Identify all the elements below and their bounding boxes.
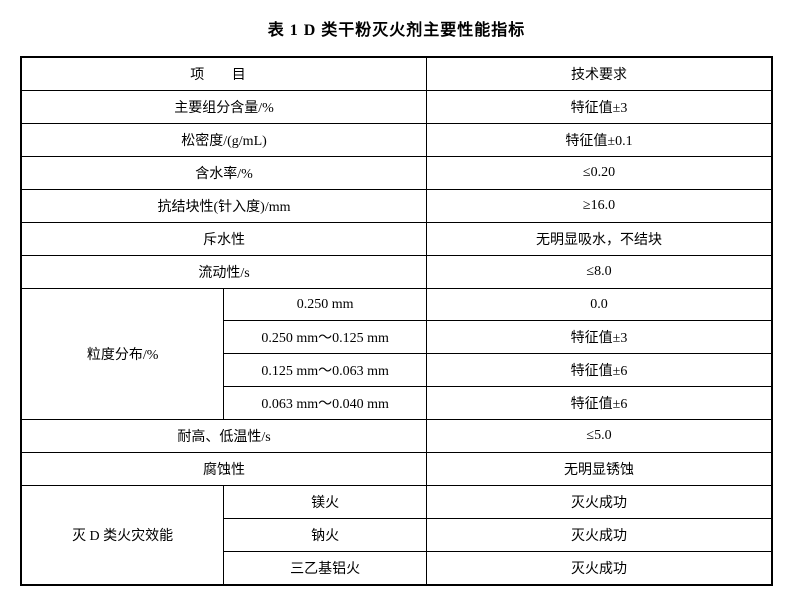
header-project: 项 目 [21,57,427,91]
row-label: 抗结块性(针入度)/mm [21,190,427,223]
table-row: 流动性/s ≤8.0 [21,256,772,289]
table-row: 灭 D 类火灾效能 镁火 灭火成功 [21,486,772,519]
fire-type: 钠火 [224,519,427,552]
table-row: 松密度/(g/mL) 特征值±0.1 [21,124,772,157]
table-row: 粒度分布/% 0.250 mm 0.0 [21,289,772,321]
table-row: 腐蚀性 无明显锈蚀 [21,453,772,486]
table-header-row: 项 目 技术要求 [21,57,772,91]
table-row: 含水率/% ≤0.20 [21,157,772,190]
row-value: ≤5.0 [427,420,772,453]
row-value: 无明显吸水，不结块 [427,223,772,256]
header-project-label: 项 目 [190,68,258,83]
table-row: 耐高、低温性/s ≤5.0 [21,420,772,453]
row-value: 特征值±3 [427,91,772,124]
particle-range: 0.125 mm～0.063 mm [224,354,427,387]
particle-range: 0.250 mm [224,289,427,321]
row-value: ≤0.20 [427,157,772,190]
row-label: 腐蚀性 [21,453,427,486]
fire-group-label: 灭 D 类火灾效能 [21,486,224,586]
particle-value: 特征值±6 [427,354,772,387]
fire-value: 灭火成功 [427,552,772,586]
row-value: 无明显锈蚀 [427,453,772,486]
row-label: 流动性/s [21,256,427,289]
table-title: 表 1 D 类干粉灭火剂主要性能指标 [20,16,773,40]
row-label: 耐高、低温性/s [21,420,427,453]
fire-type: 三乙基铝火 [224,552,427,586]
header-requirement: 技术要求 [427,57,772,91]
particle-value: 特征值±6 [427,387,772,420]
particle-group-label: 粒度分布/% [21,289,224,420]
row-label: 主要组分含量/% [21,91,427,124]
fire-type: 镁火 [224,486,427,519]
row-label: 含水率/% [21,157,427,190]
table-row: 抗结块性(针入度)/mm ≥16.0 [21,190,772,223]
row-value: ≥16.0 [427,190,772,223]
row-value: 特征值±0.1 [427,124,772,157]
row-label: 斥水性 [21,223,427,256]
fire-value: 灭火成功 [427,519,772,552]
fire-value: 灭火成功 [427,486,772,519]
particle-value: 特征值±3 [427,321,772,354]
particle-value: 0.0 [427,289,772,321]
row-label: 松密度/(g/mL) [21,124,427,157]
performance-table: 项 目 技术要求 主要组分含量/% 特征值±3 松密度/(g/mL) 特征值±0… [20,56,773,586]
row-value: ≤8.0 [427,256,772,289]
table-row: 主要组分含量/% 特征值±3 [21,91,772,124]
particle-range: 0.063 mm～0.040 mm [224,387,427,420]
particle-range: 0.250 mm～0.125 mm [224,321,427,354]
table-row: 斥水性 无明显吸水，不结块 [21,223,772,256]
